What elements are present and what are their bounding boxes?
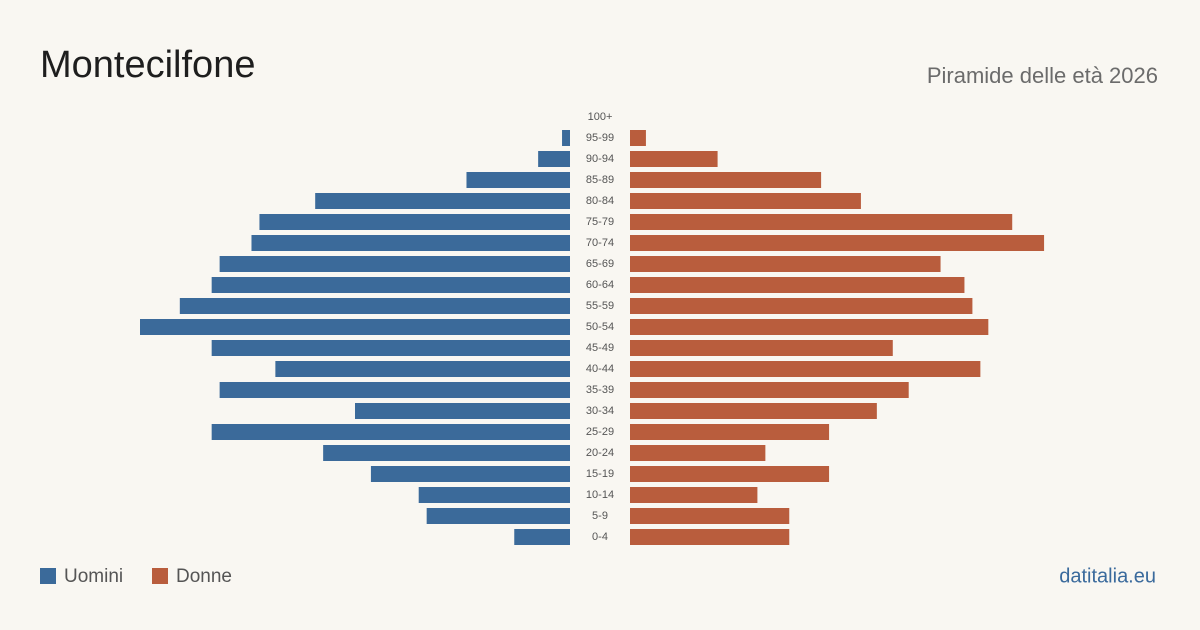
- y-tick-label: 5-9: [592, 510, 608, 522]
- bar: [211, 340, 570, 356]
- y-tick-label: 70-74: [586, 237, 614, 249]
- bar: [630, 298, 973, 314]
- y-tick-label: 35-39: [586, 384, 614, 396]
- bar: [426, 508, 570, 524]
- y-tick-label: 10-14: [586, 489, 614, 501]
- bar: [259, 214, 570, 230]
- y-tick-label: 100+: [588, 111, 613, 123]
- bar: [630, 445, 766, 461]
- y-tick-label: 60-64: [586, 279, 614, 291]
- bar: [630, 256, 941, 272]
- y-tick-label: 55-59: [586, 300, 614, 312]
- bar: [630, 487, 758, 503]
- bar: [355, 403, 570, 419]
- bar: [275, 361, 570, 377]
- bar: [630, 277, 965, 293]
- bar: [630, 340, 893, 356]
- y-tick-label: 80-84: [586, 195, 614, 207]
- bar: [562, 130, 570, 146]
- bar: [211, 277, 570, 293]
- bar: [251, 235, 570, 251]
- y-tick-label: 40-44: [586, 363, 614, 375]
- bar: [179, 298, 570, 314]
- bar: [630, 130, 646, 146]
- y-tick-label: 90-94: [586, 153, 614, 165]
- y-tick-label: 15-19: [586, 468, 614, 480]
- bar: [630, 361, 981, 377]
- y-tick-label: 50-54: [586, 321, 614, 333]
- bar: [323, 445, 570, 461]
- bar: [630, 151, 718, 167]
- y-tick-label: 85-89: [586, 174, 614, 186]
- bar: [140, 319, 570, 335]
- legend-swatch: [152, 568, 168, 584]
- bar: [466, 172, 570, 188]
- bar: [630, 508, 790, 524]
- legend-swatch: [40, 568, 56, 584]
- bar: [630, 193, 861, 209]
- bar: [514, 529, 570, 545]
- chart-subtitle: Piramide delle età 2026: [927, 63, 1158, 88]
- y-tick-label: 0-4: [592, 531, 608, 543]
- bar: [630, 403, 877, 419]
- chart-title: Montecilfone: [40, 44, 255, 86]
- bar: [315, 193, 570, 209]
- bar: [630, 424, 830, 440]
- bar: [630, 214, 1013, 230]
- y-tick-label: 30-34: [586, 405, 614, 417]
- bar: [630, 319, 989, 335]
- bar: [219, 382, 570, 398]
- y-tick-label: 95-99: [586, 132, 614, 144]
- legend-label: Donne: [176, 566, 232, 587]
- bar: [538, 151, 570, 167]
- bar: [630, 235, 1045, 251]
- legend-label: Uomini: [64, 566, 123, 587]
- bar: [211, 424, 570, 440]
- bar: [630, 172, 822, 188]
- bar: [219, 256, 570, 272]
- source: datitalia.eu: [1059, 565, 1156, 587]
- y-tick-label: 20-24: [586, 447, 614, 459]
- y-tick-label: 45-49: [586, 342, 614, 354]
- bar: [418, 487, 570, 503]
- bar: [630, 382, 909, 398]
- y-tick-label: 25-29: [586, 426, 614, 438]
- bar: [370, 466, 570, 482]
- y-tick-label: 65-69: [586, 258, 614, 270]
- y-tick-label: 75-79: [586, 216, 614, 228]
- bar: [630, 466, 830, 482]
- bar: [630, 529, 790, 545]
